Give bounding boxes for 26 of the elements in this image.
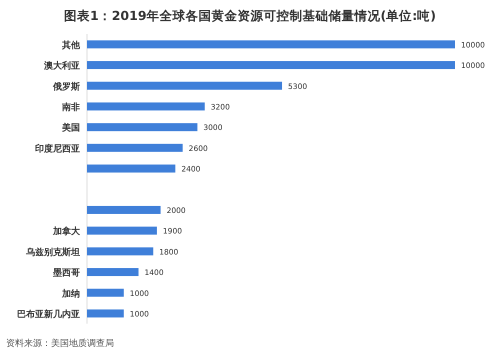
bar bbox=[87, 123, 198, 132]
bar bbox=[87, 288, 124, 297]
y-tick-label: 美国 bbox=[61, 122, 80, 134]
bar bbox=[87, 309, 124, 318]
bar bbox=[87, 247, 154, 256]
bar bbox=[87, 82, 282, 90]
bar bbox=[87, 226, 157, 235]
y-tick-label: 印度尼西亚 bbox=[35, 143, 80, 154]
y-tick-label: 乌兹别克斯坦 bbox=[25, 246, 80, 258]
bar bbox=[87, 206, 161, 214]
bar bbox=[87, 164, 176, 173]
y-tick-label: 巴布亚新几内亚 bbox=[17, 308, 80, 320]
chart-title: 图表1：2019年全球各国黄金资源可控制基础储量情况(单位:吨) bbox=[64, 8, 436, 23]
y-tick-label: 其他 bbox=[61, 40, 81, 51]
text: 资料来源：美国地质调查局 bbox=[6, 338, 114, 349]
y-tick-label: 澳大利亚 bbox=[43, 60, 80, 72]
y-tick-label: 俄罗斯 bbox=[52, 81, 80, 92]
y-tick-label: 南非 bbox=[61, 102, 80, 113]
y-tick-label: 加拿大 bbox=[52, 226, 81, 238]
bar bbox=[87, 144, 183, 152]
y-tick-label: 加纳 bbox=[61, 288, 80, 300]
bar bbox=[87, 102, 205, 110]
bar bbox=[87, 40, 455, 48]
y-tick-label: 墨西哥 bbox=[52, 268, 80, 279]
bar bbox=[87, 268, 139, 276]
bar bbox=[87, 61, 455, 70]
